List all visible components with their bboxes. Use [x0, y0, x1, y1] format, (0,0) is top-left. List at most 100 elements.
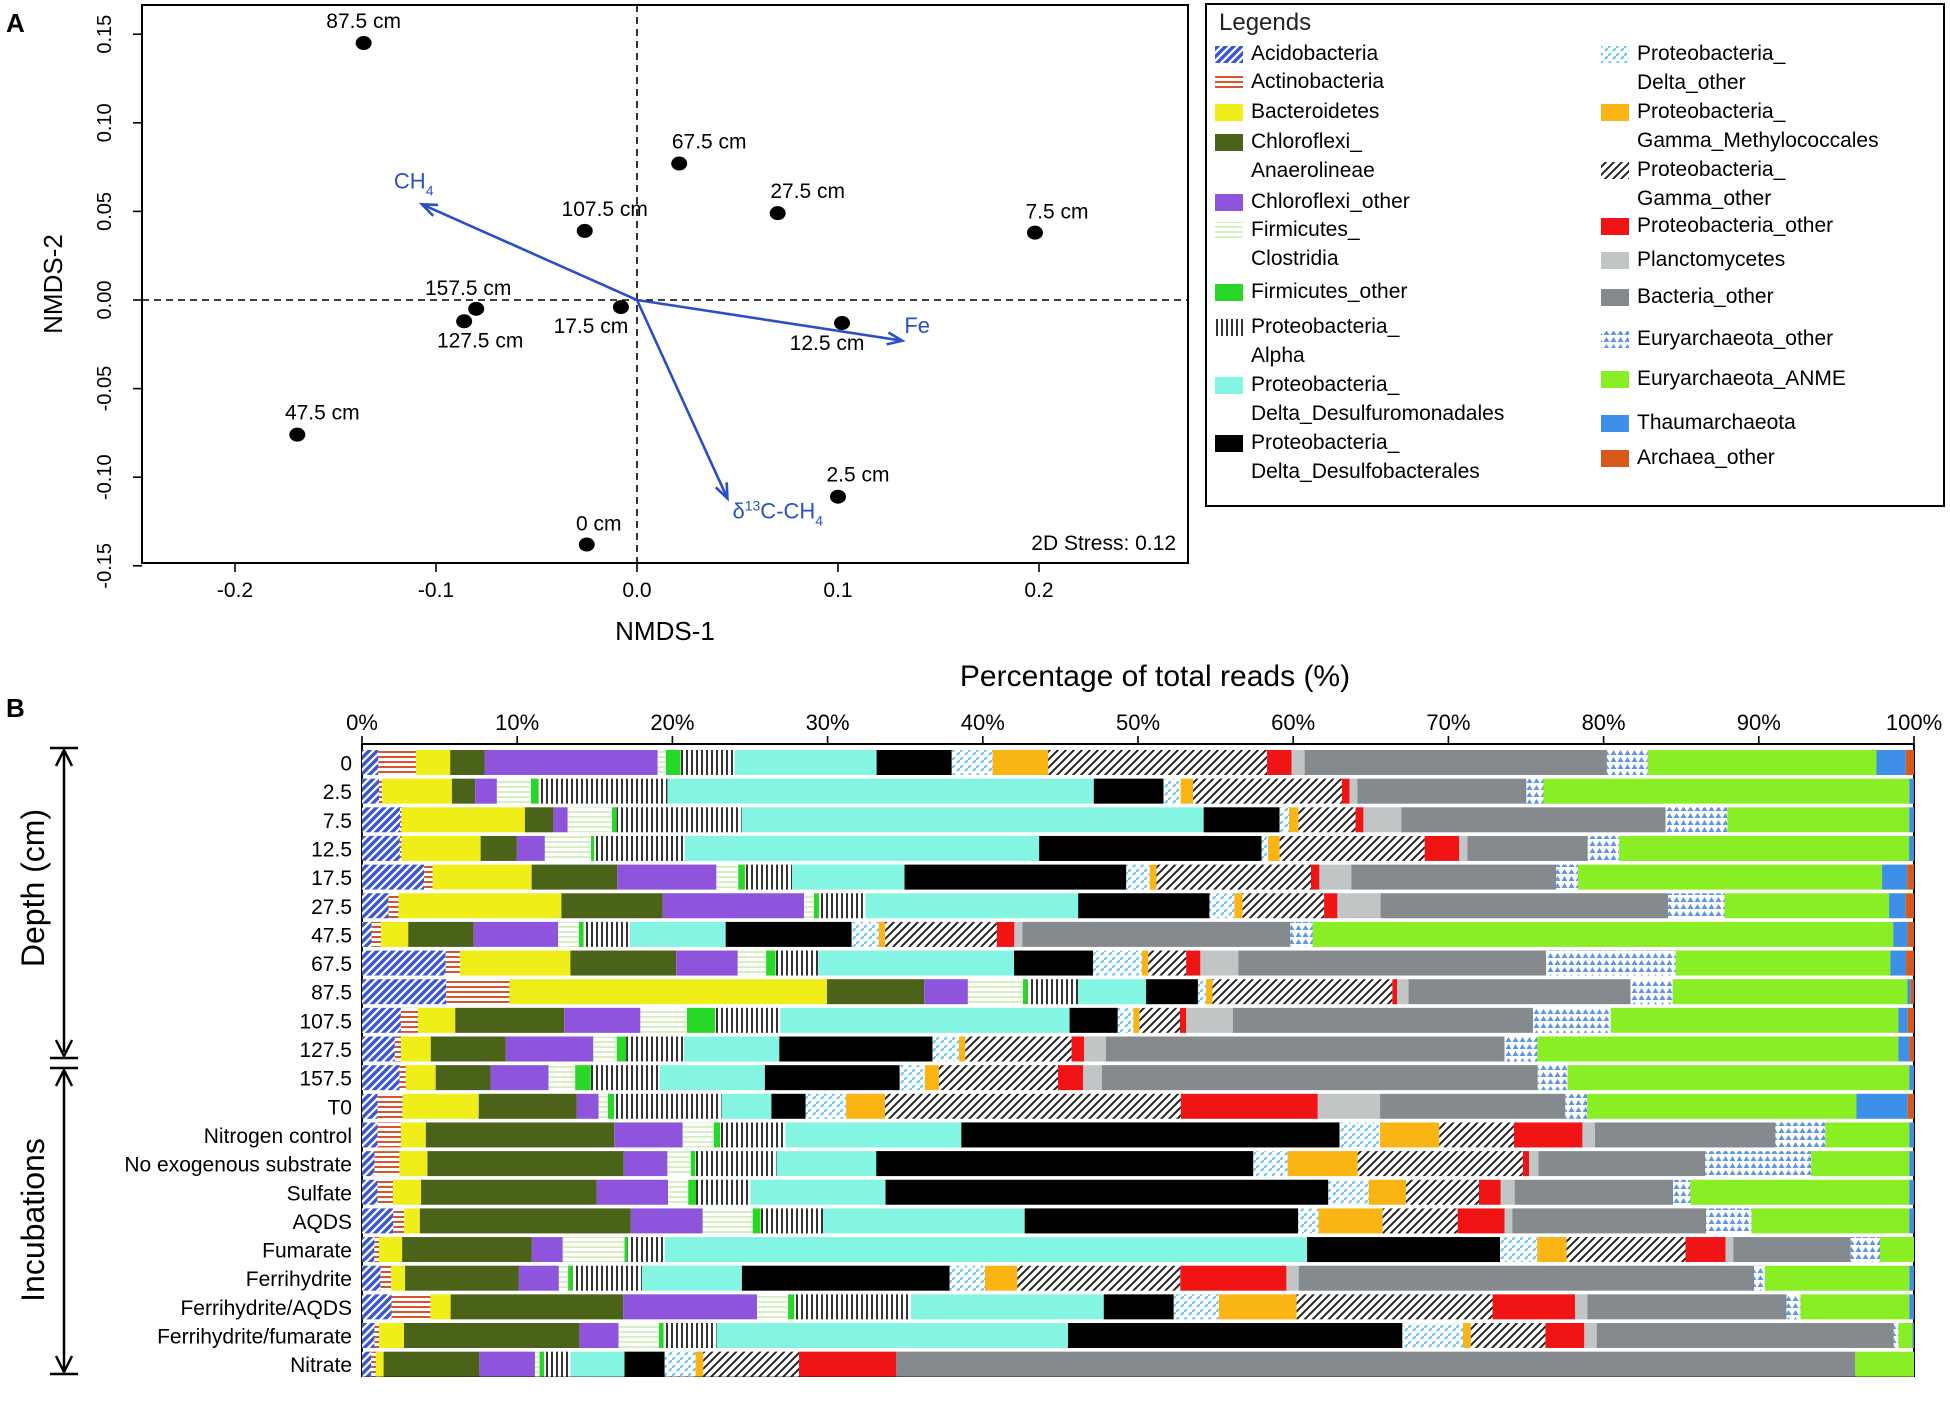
- bar-segment-firmicutes-other: [624, 1237, 628, 1263]
- vector-arrow-line: [635, 299, 729, 500]
- bar-segment-chloroflexi-other: [484, 750, 658, 775]
- bar-segment-proteobacteria-alpha: [544, 1351, 571, 1377]
- bar-segment-firmicutes-clostridia: [496, 778, 531, 804]
- legend-label: Planctomycetes: [1637, 248, 1785, 271]
- bar-segment-actinobacteria: [391, 1294, 431, 1320]
- bar-segment-planctomycetes: [1337, 893, 1381, 919]
- bar-segment-proteobacteria-delta-other: [932, 1036, 960, 1062]
- bar-segment-proteobacteria-delta-other: [1117, 1007, 1134, 1033]
- bar-segment-proteobacteria-alpha: [715, 1007, 781, 1033]
- bar-segment-firmicutes-other: [738, 864, 745, 890]
- bar-segment-bacteroidetes: [401, 1036, 431, 1062]
- bar-segment-proteobacteria-other: [1179, 1007, 1187, 1033]
- bar-segment-chloroflexi-other: [576, 1093, 599, 1119]
- legend-item-chloroflexi-anaerolineae: Chloroflexi_ Anaerolineae: [1215, 130, 1375, 182]
- bar-segment-proteobacteria-alpha: [614, 1093, 722, 1119]
- bar-segment-chloroflexi-other: [630, 1208, 703, 1234]
- bar-segment-proteobacteria-other: [1058, 1065, 1084, 1091]
- legend-item-archaea-other: Archaea_other: [1601, 446, 1775, 469]
- sample-point-label: 27.5 cm: [770, 180, 845, 203]
- bar-segment-chloroflexi-anaerolineae: [405, 1265, 519, 1291]
- nmds-ordination-plot: -0.15 -0.10 -0.05 0.00 0.05 0.10 0.15 -0.2 -0.1…: [38, 4, 1189, 646]
- bar-segment-bacteroidetes: [399, 1151, 428, 1177]
- legend-item-planctomycetes: Planctomycetes: [1601, 248, 1785, 271]
- sample-point-label: 157.5 cm: [425, 277, 511, 300]
- bar-segment-bacteria-other: [1357, 778, 1527, 804]
- legend-item-proteobacteria-other: Proteobacteria_other: [1601, 214, 1833, 237]
- bar-segment-euryarchaeota-other: [1504, 1036, 1538, 1062]
- bar-segment-firmicutes-other: [616, 1036, 627, 1062]
- bar-segment-thaumarchaeota: [1898, 1007, 1908, 1033]
- bar-segment-actinobacteria: [379, 778, 383, 804]
- bar-segment-firmicutes-clostridia: [967, 979, 1023, 1005]
- legend-label: Chloroflexi_other: [1251, 190, 1410, 213]
- bar-segment-proteobacteria-delta-other: [851, 921, 879, 947]
- bar-row-nitrogen-control: [362, 1122, 1914, 1148]
- bar-segment-proteobacteria-delta-other: [805, 1093, 847, 1119]
- bar-row-label: Ferrihydrite/AQDS: [180, 1297, 352, 1320]
- bar-segment-planctomycetes: [1319, 864, 1352, 890]
- bar-row-label: Nitrate: [290, 1354, 352, 1377]
- bar-segment-thaumarchaeota: [1909, 1122, 1914, 1148]
- bar-segment-chloroflexi-other: [924, 979, 968, 1005]
- bar-segment-thaumarchaeota: [1909, 835, 1914, 861]
- sample-point-7-5-cm: 7.5 cm: [1025, 201, 1088, 240]
- bar-segment-acidobacteria: [362, 1294, 392, 1320]
- bar-segment-actinobacteria: [393, 1208, 405, 1234]
- bar-segment-proteobacteria-delta-other: [1328, 1179, 1369, 1205]
- bar-segment-chloroflexi-other: [596, 1179, 669, 1205]
- bar-segment-archaea-other: [1909, 1036, 1914, 1062]
- bar-segment-chloroflexi-anaerolineae: [421, 1179, 597, 1205]
- legend-label: Euryarchaeota_ANME: [1637, 367, 1846, 390]
- bar-row-7-5: [362, 807, 1914, 833]
- bar-segment-euryarchaeota-other: [1290, 921, 1313, 947]
- legend-label: Proteobacteria_ Alpha: [1251, 315, 1400, 367]
- legend-item-proteobacteria-alpha: Proteobacteria_ Alpha: [1215, 315, 1400, 367]
- bar-segment-proteobacteria-alpha: [696, 1179, 751, 1205]
- bar-segment-proteobacteria-alpha: [616, 807, 742, 833]
- bar-segment-firmicutes-other: [690, 1151, 696, 1177]
- bar-segment-acidobacteria: [362, 1265, 381, 1291]
- bar-segment-planctomycetes: [1014, 921, 1023, 947]
- bar-segment-chloroflexi-other: [505, 1036, 594, 1062]
- bar-segment-firmicutes-clostridia: [618, 1323, 660, 1348]
- bar-segment-chloroflexi-other: [518, 1265, 559, 1291]
- bar-segment-bacteroidetes: [417, 1007, 456, 1033]
- bar-segment-firmicutes-other: [766, 950, 776, 976]
- sample-point-marker: [468, 301, 485, 316]
- bar-segment-euryarchaeota-anme: [1543, 778, 1910, 804]
- bar-segment-proteobacteria-delta-desulfobacterales: [1203, 807, 1280, 833]
- sample-point-marker: [1026, 225, 1043, 240]
- bar-segment-proteobacteria-other: [1355, 807, 1364, 833]
- bar-segment-thaumarchaeota: [1909, 807, 1914, 833]
- legend-label: Chloroflexi_ Anaerolineae: [1251, 130, 1375, 182]
- bar-x-axis-ticks: 0% 10% 20% 30% 40% 50% 60% 70% 80% 90% 100%: [346, 710, 1942, 744]
- bar-row-label: Ferrihydrite/fumarate: [157, 1326, 352, 1349]
- bar-segment-thaumarchaeota: [1882, 864, 1908, 890]
- nmds-y-axis-label: NMDS-2: [38, 234, 68, 334]
- bar-segment-bacteroidetes: [401, 835, 481, 861]
- bar-segment-proteobacteria-gamma-other: [1298, 807, 1356, 833]
- bar-segment-proteobacteria-gamma-other: [1566, 1237, 1686, 1263]
- bar-segment-planctomycetes: [1186, 1007, 1233, 1033]
- bar-segment-bacteria-other: [1401, 807, 1666, 833]
- bar-segment-planctomycetes: [1291, 750, 1305, 775]
- nmds-y-tick-label: 0.15: [94, 15, 116, 54]
- bar-row-t0: [362, 1093, 1914, 1119]
- sample-point-label: 7.5 cm: [1025, 201, 1088, 224]
- bar-segment-thaumarchaeota: [1909, 1179, 1914, 1205]
- vector-label: δ13C-CH4: [732, 497, 823, 528]
- bar-segment-archaea-other: [1905, 893, 1914, 919]
- bar-segment-actinobacteria: [374, 1237, 379, 1263]
- bar-segment-bacteria-other: [1298, 1265, 1755, 1291]
- bar-segment-bacteroidetes: [375, 1351, 384, 1377]
- nmds-y-axis-ticks: -0.15 -0.10 -0.05 0.00 0.05 0.10 0.15: [94, 15, 142, 589]
- legend-label: Acidobacteria: [1251, 42, 1379, 65]
- bar-segment-proteobacteria-delta-other: [949, 1265, 985, 1291]
- bar-segment-firmicutes-clostridia: [756, 1294, 789, 1320]
- bar-x-tick-label: 30%: [806, 710, 850, 735]
- bar-segment-firmicutes-clostridia: [562, 1237, 625, 1263]
- bar-segment-euryarchaeota-other: [1546, 950, 1676, 976]
- vector-arrow-head: [886, 331, 906, 346]
- bar-segment-acidobacteria: [362, 1007, 401, 1033]
